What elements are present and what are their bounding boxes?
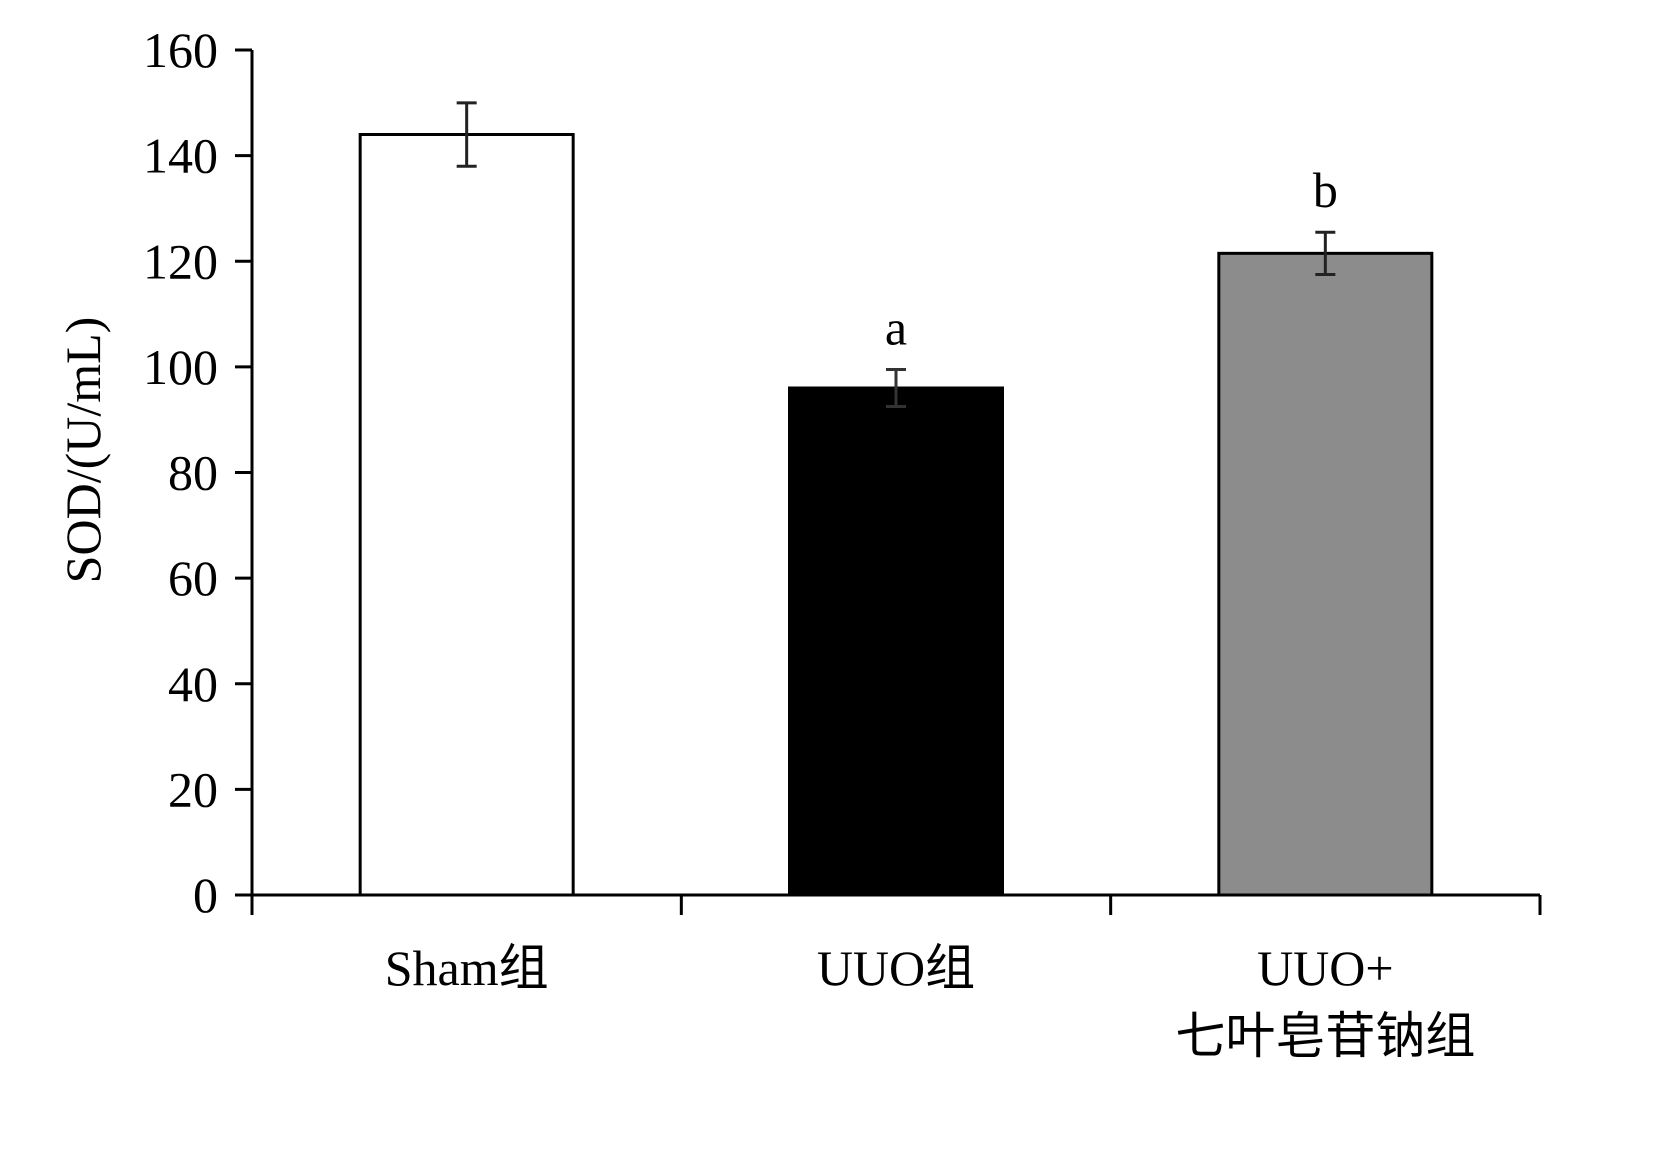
y-tick-label-120: 120 xyxy=(143,233,218,289)
y-axis-title: SOD/(U/mL) xyxy=(55,317,111,584)
category-label-3-line-2: 七叶皂苷钠组 xyxy=(1175,1008,1475,1064)
error-bar-1 xyxy=(456,101,477,168)
significance-label-3: b xyxy=(1313,162,1338,218)
y-tick-label-80: 80 xyxy=(168,445,218,501)
bar-1 xyxy=(358,133,575,897)
significance-label-2: a xyxy=(885,300,907,356)
error-bars-group xyxy=(456,101,1336,408)
y-tick-label-40: 40 xyxy=(168,656,218,712)
category-label-1: Sham组 xyxy=(385,940,549,996)
category-label-2: UUO组 xyxy=(817,940,975,996)
bar-3 xyxy=(1217,251,1434,897)
bar-2 xyxy=(788,386,1004,897)
y-tick-label-100: 100 xyxy=(143,339,218,395)
y-tick-label-140: 140 xyxy=(143,128,218,184)
y-tick-label-160: 160 xyxy=(143,22,218,78)
y-tick-label-60: 60 xyxy=(168,550,218,606)
error-bar-3 xyxy=(1315,230,1336,276)
bars-group xyxy=(358,133,1434,897)
y-tick-label-0: 0 xyxy=(193,867,218,923)
labels-group: Sham组 a UUO组 b UUO+ 七叶皂苷钠组 0 20 40 60 80 100 120 140 1… xyxy=(143,22,1475,1064)
axes-group xyxy=(235,48,1542,915)
y-tick-label-20: 20 xyxy=(168,761,218,817)
error-bar-2 xyxy=(886,368,906,408)
category-label-3-line-1: UUO+ xyxy=(1257,940,1394,996)
